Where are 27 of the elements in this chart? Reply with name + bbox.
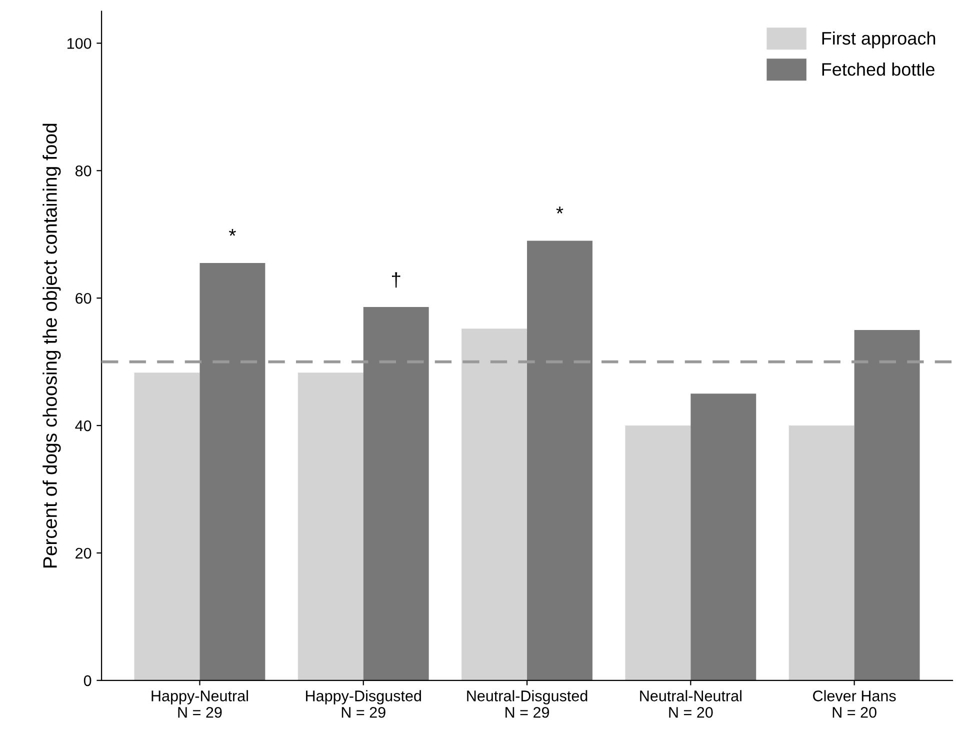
x-tick-label: Neutral-Neutral N = 20 [640,690,742,718]
bar [200,263,266,680]
y-axis-title: Percent of dogs choosing the object containing food [42,124,61,568]
bar [462,328,528,680]
bar [690,394,756,680]
legend-label: First approach [822,31,936,48]
bar [363,307,429,680]
annotation: * [228,228,236,236]
annotation: * [556,206,564,214]
y-tick-label: 60 [76,292,92,304]
bar [134,372,200,680]
x-tick-label: Clever Hans N = 20 [813,690,896,718]
annotation: † [392,272,400,288]
y-tick-label: 100 [67,38,92,49]
y-tick-label: 80 [75,166,92,176]
y-tick-label: 20 [76,548,92,559]
x-tick-label: Happy-Disgusted N = 29 [306,690,421,718]
y-tick-label: 40 [75,420,92,432]
bar [625,426,691,680]
y-tick-label: 0 [84,675,92,686]
x-tick-label: Happy-Neutral N = 29 [152,690,248,718]
bar [788,426,854,680]
bar [854,330,920,680]
legend-label: Fetched bottle [822,62,934,76]
bar [527,240,592,680]
x-tick-label: Neutral-Disgusted N = 29 [467,690,588,718]
bar [298,372,364,680]
